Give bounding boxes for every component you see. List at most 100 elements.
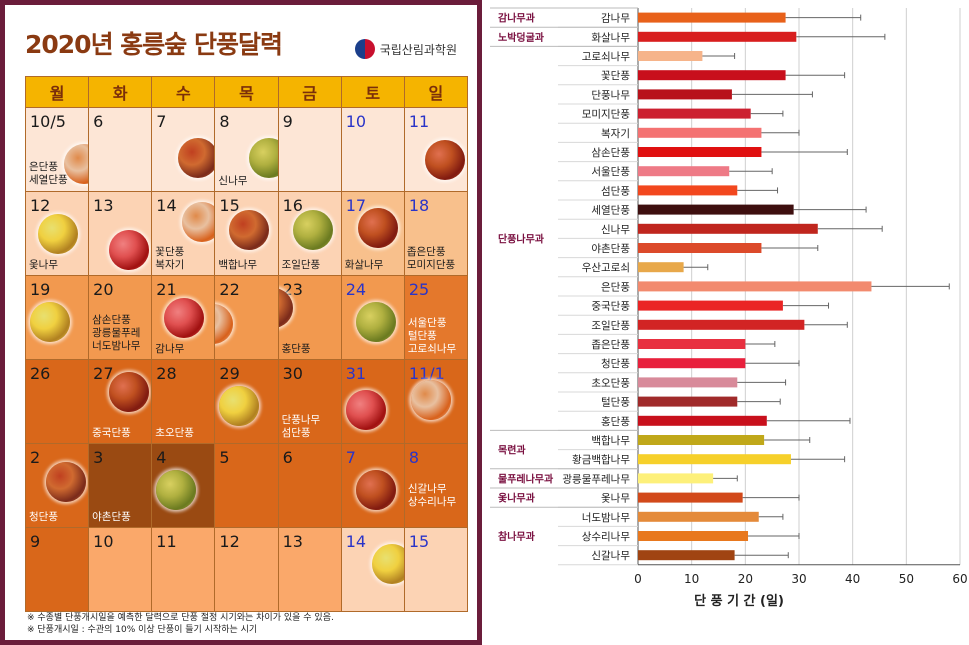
calendar-day: 13 (88, 191, 153, 276)
day-number: 28 (156, 364, 177, 383)
species-label: 조일단풍 (281, 259, 321, 271)
species-label: 청단풍 (29, 511, 58, 523)
calendar-day: 8 신갈나무 상수리나무 (403, 443, 469, 528)
day-number: 7 (345, 448, 356, 467)
day-number: 6 (93, 112, 104, 131)
day-number: 14 (156, 196, 177, 215)
leaf-photo (64, 144, 88, 184)
category-label: 중국단풍 (591, 301, 630, 313)
bar (638, 70, 786, 81)
day-number: 25 (408, 280, 430, 299)
x-tick-label: 40 (845, 572, 860, 586)
family-label: 참나무과 (498, 530, 536, 543)
x-tick-label: 0 (634, 572, 642, 586)
bar (638, 531, 749, 541)
leaf-photo (355, 470, 396, 510)
family-label: 목련과 (498, 444, 526, 457)
calendar-day: 26 (24, 359, 90, 444)
species-label: 너도밤나무 (92, 340, 141, 352)
calendar-week: 10/5 은단풍 세열단풍 6 7 8 신나무 9 10 11 (24, 107, 469, 192)
calendar-day: 17 화살나무 (340, 191, 405, 276)
bar (638, 550, 735, 561)
calendar-day: 15 (403, 527, 469, 612)
species-label: 감나무 (155, 343, 185, 355)
calendar-day: 3 야촌단풍 (88, 443, 153, 528)
category-label: 야촌단풍 (591, 242, 630, 255)
day-number: 11 (408, 112, 430, 131)
leaf-photo (178, 138, 214, 178)
calendar-day: 22 (214, 275, 279, 360)
leaf-photo (182, 202, 214, 242)
brand-name: 국립산림과학원 (379, 42, 457, 57)
day-number: 5 (219, 448, 230, 467)
species-label: 홍단풍 (281, 343, 311, 355)
day-number: 13 (93, 196, 114, 215)
calendar-day: 16 조일단풍 (277, 191, 342, 276)
calendar-week: 12 옻나무 13 14 꽃단풍 복자기 15 백합나무 16 조일단풍 17 화살나무 18 좁은단풍 모… (24, 191, 469, 276)
bar (638, 51, 703, 61)
species-label: 상수리나무 (407, 496, 457, 508)
day-number: 6 (282, 448, 293, 467)
calendar-day: 9 (24, 527, 90, 612)
category-label: 섬단풍 (601, 185, 630, 197)
day-number: 8 (408, 448, 420, 467)
day-number: 15 (219, 196, 240, 215)
category-label: 꽃단풍 (601, 70, 630, 82)
calendar-day: 9 (277, 107, 342, 192)
day-number: 30 (282, 364, 303, 383)
family-label: 감나무과 (498, 12, 536, 25)
species-label: 광릉물푸레 (92, 327, 141, 339)
species-label: 서울단풍 (407, 317, 447, 329)
day-number: 19 (30, 280, 51, 299)
bar (638, 166, 730, 177)
calendar-day: 10 (340, 107, 405, 192)
bar (638, 185, 738, 196)
weekday-3: 목 (214, 76, 279, 108)
category-label: 은단풍 (601, 281, 630, 293)
calendar-day: 6 (88, 107, 153, 192)
calendar-day: 30 단풍나무 섬단풍 (277, 359, 342, 444)
species-label: 단풍나무 (281, 414, 321, 426)
day-number: 13 (282, 532, 303, 551)
calendar-day: 28 초오단풍 (151, 359, 216, 444)
species-label: 화살나무 (344, 259, 384, 271)
calendar-day: 13 (277, 527, 342, 612)
calendar-day: 8 신나무 (214, 107, 279, 192)
day-number: 24 (345, 280, 367, 299)
species-label: 신나무 (218, 175, 248, 187)
species-label: 복자기 (155, 259, 185, 271)
leaf-photo (30, 302, 70, 342)
species-label: 은단풍 (29, 161, 58, 173)
category-label: 복자기 (601, 128, 630, 140)
category-label: 좁은단풍 (591, 339, 630, 351)
leaf-photo (229, 210, 270, 250)
category-label: 서울단풍 (591, 166, 630, 178)
calendar-day: 2 청단풍 (24, 443, 90, 528)
category-label: 화살나무 (591, 32, 630, 44)
calendar-day: 11/1 (403, 359, 469, 444)
leaf-photo (215, 304, 234, 344)
bar (638, 127, 762, 138)
bar (638, 89, 732, 100)
category-label: 고로쇠나무 (582, 51, 631, 63)
calendar-day: 15 백합나무 (214, 191, 279, 276)
bar (638, 454, 791, 465)
species-label: 옻나무 (29, 259, 58, 271)
day-number: 26 (30, 364, 51, 383)
calendar-day: 24 (340, 275, 405, 360)
bar (638, 415, 767, 426)
calendar-day: 27 중국단풍 (88, 359, 153, 444)
category-label: 삼손단풍 (591, 147, 630, 159)
calendar-day: 23 홍단풍 (277, 275, 342, 360)
bar (638, 223, 818, 234)
category-label: 세열단풍 (591, 205, 630, 217)
category-label: 신갈나무 (591, 549, 630, 562)
calendar-day: 14 꽃단풍 복자기 (151, 191, 216, 276)
species-label: 백합나무 (218, 259, 258, 271)
day-number: 12 (30, 196, 51, 215)
calendar-day: 12 옻나무 (24, 191, 90, 276)
calendar-day: 7 (340, 443, 405, 528)
category-label: 우산고로쇠 (582, 262, 630, 274)
calendar-day: 29 (214, 359, 279, 444)
